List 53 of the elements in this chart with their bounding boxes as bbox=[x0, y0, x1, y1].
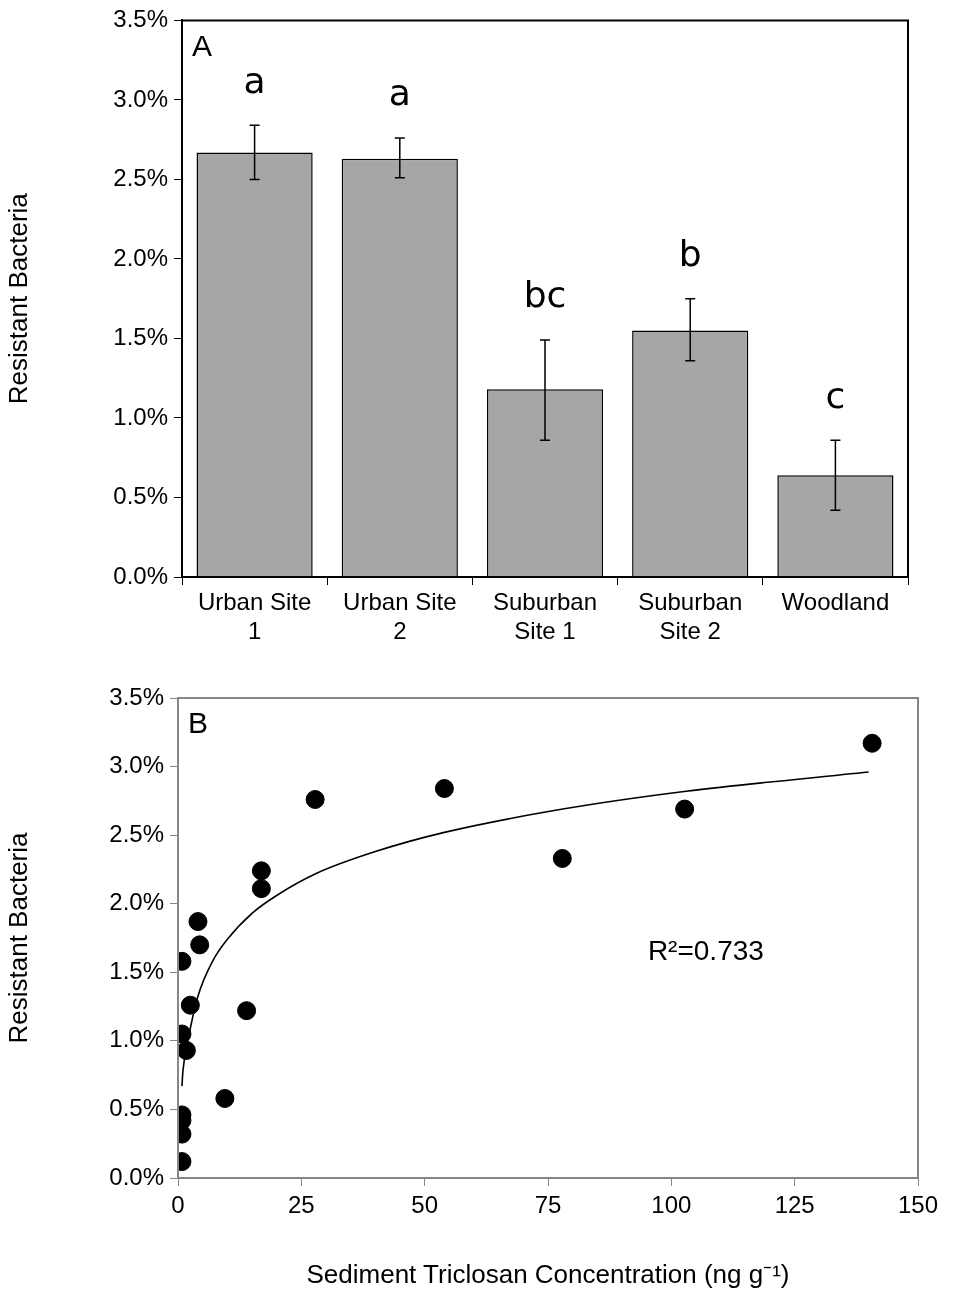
x-tick-label: Woodland bbox=[781, 588, 890, 616]
x-tick-label: 100 bbox=[651, 1191, 692, 1219]
y-tick-label: 0.0% bbox=[109, 1162, 164, 1190]
point bbox=[215, 1088, 235, 1108]
y-tick-label: 0.5% bbox=[109, 1094, 164, 1122]
point bbox=[188, 912, 208, 932]
y-tick-label: 2.0% bbox=[109, 888, 164, 916]
point bbox=[251, 879, 271, 899]
y-tick-label: 3.0% bbox=[113, 84, 168, 112]
point bbox=[251, 861, 271, 881]
point bbox=[305, 789, 325, 809]
annotation: bc bbox=[523, 274, 567, 316]
line-series bbox=[181, 771, 870, 1087]
y-tick-label: 0.0% bbox=[113, 561, 168, 589]
point bbox=[862, 733, 882, 753]
x-axis-title: Sediment Triclosan Concentration (ng g⁻¹) bbox=[306, 1258, 790, 1289]
y-tick-label: 0.5% bbox=[113, 482, 168, 510]
x-tick-label: 150 bbox=[897, 1191, 939, 1219]
y-tick-label: 1.5% bbox=[113, 323, 168, 351]
x-tick-label: 75 bbox=[534, 1191, 562, 1219]
x-tick-label: Suburban Site 2 bbox=[638, 588, 743, 644]
y-tick-label: 1.0% bbox=[109, 1025, 164, 1053]
x-tick-label: 25 bbox=[287, 1191, 315, 1219]
point bbox=[237, 1001, 257, 1021]
x-tick-label: 0 bbox=[171, 1191, 185, 1219]
annotation: a bbox=[243, 59, 266, 101]
annotation: b bbox=[678, 233, 702, 275]
x-tick-label: 50 bbox=[411, 1191, 439, 1219]
y-tick-label: 3.5% bbox=[113, 5, 168, 33]
x-tick-label: 125 bbox=[774, 1191, 815, 1219]
y-tick-label: 3.5% bbox=[109, 682, 164, 710]
point bbox=[180, 995, 200, 1015]
x-tick-label: Urban Site 1 bbox=[197, 588, 312, 644]
x-tick-label: Suburban Site 1 bbox=[492, 588, 598, 644]
y-tick-label: 1.0% bbox=[113, 402, 168, 430]
annotation: c bbox=[825, 374, 846, 416]
y-tick-label: 3.0% bbox=[109, 751, 164, 779]
point bbox=[178, 1040, 196, 1060]
point bbox=[675, 799, 695, 819]
y-axis-title: Resistant Bacteria bbox=[2, 192, 33, 405]
chart-title: A bbox=[192, 28, 213, 62]
y-tick-label: 2.5% bbox=[109, 819, 164, 847]
y-tick-label: 2.5% bbox=[113, 164, 168, 192]
point bbox=[434, 779, 454, 799]
annotation: R²=0.733 bbox=[647, 935, 764, 967]
point bbox=[552, 848, 572, 868]
annotation: a bbox=[388, 72, 411, 114]
x-tick-label: Urban Site 2 bbox=[343, 588, 457, 644]
y-tick-label: 2.0% bbox=[113, 243, 168, 271]
y-axis-title: Resistant Bacteria bbox=[2, 831, 33, 1044]
y-tick-label: 1.5% bbox=[109, 956, 164, 984]
chart-title: B bbox=[188, 706, 209, 740]
point bbox=[190, 935, 210, 955]
